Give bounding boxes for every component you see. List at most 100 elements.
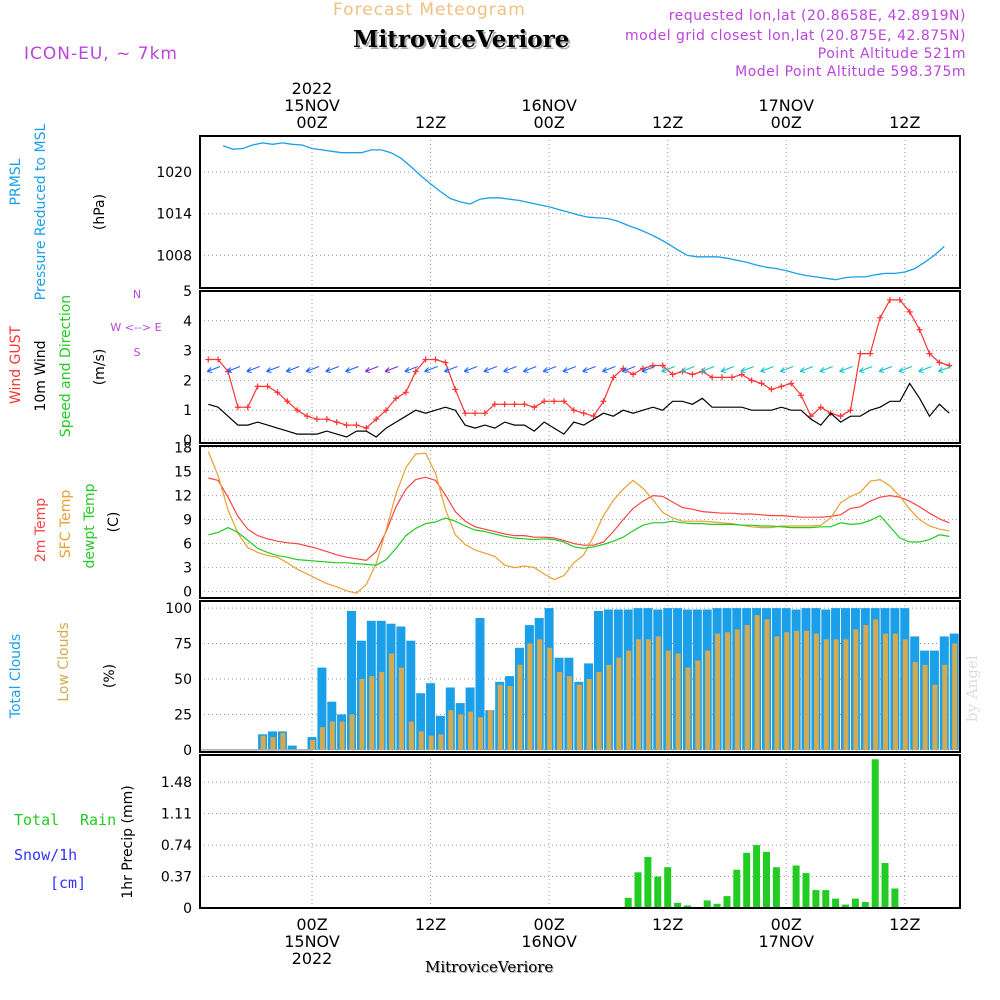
low-clouds-bar: [596, 671, 602, 750]
wind-direction-arrow: [266, 365, 280, 374]
wind-tick-2: 3: [183, 344, 192, 360]
wind-gust-marker: [600, 398, 607, 405]
wind-gust-marker: [610, 374, 617, 381]
wind-gust-marker: [580, 410, 587, 417]
precip-tick-1: 1.11: [161, 807, 192, 823]
wind-gust-marker: [758, 380, 765, 387]
pressure-line: [222, 142, 945, 281]
wind-gust-marker: [412, 368, 419, 375]
low-clouds-bar: [359, 679, 365, 750]
temp-tick-2: 12: [174, 489, 192, 505]
wind-gust-marker: [748, 377, 755, 384]
panel-frame-clouds: [199, 600, 961, 753]
rain-bar: [723, 896, 731, 908]
temp-label-dewpt: dewpt Temp: [82, 483, 98, 568]
top-time-label-0-1: 15NOV: [284, 96, 340, 115]
wind-direction-arrow: [582, 365, 596, 374]
low-clouds-bar: [873, 619, 879, 750]
rain-bar: [832, 898, 840, 908]
low-clouds-bar: [715, 633, 721, 750]
low-clouds-bar: [922, 664, 928, 750]
rain-bar: [802, 873, 810, 908]
precip-unit: 1hr Precip (mm): [120, 785, 136, 898]
wind-gust-marker: [313, 416, 320, 423]
low-clouds-bar: [349, 714, 355, 750]
wind-direction-arrow: [839, 365, 853, 374]
clouds-tick-1: 75: [174, 637, 192, 653]
rain-bar: [861, 902, 869, 908]
low-clouds-bar: [487, 710, 493, 750]
low-clouds-bar: [448, 710, 454, 750]
bottom-time-label-0-0: 00Z: [296, 915, 327, 934]
wind-gust-marker: [452, 386, 459, 393]
wind-gust-marker: [709, 374, 716, 381]
wind-gust-marker: [343, 422, 350, 429]
wind-gust-marker: [481, 410, 488, 417]
wind-direction-arrow: [522, 365, 537, 374]
wind-direction-arrow: [424, 365, 438, 374]
temp-tick-5: 3: [183, 561, 192, 577]
rain-bar: [753, 845, 761, 908]
wind-direction-arrow: [285, 365, 300, 374]
wind-gust-marker: [373, 416, 380, 423]
low-clouds-bar: [280, 732, 286, 750]
top-time-label-3-0: 12Z: [652, 113, 683, 132]
wind-gust-marker: [906, 308, 913, 315]
chart-title: Forecast Meteogram: [333, 0, 526, 20]
wind-gust-marker: [719, 374, 726, 381]
wind-gust-marker: [817, 404, 824, 411]
rain-bar: [812, 890, 820, 908]
temp-tick-1: 15: [174, 465, 192, 481]
low-clouds-bar: [379, 671, 385, 750]
low-clouds-bar: [725, 632, 730, 750]
wind-tick-0: 5: [183, 284, 192, 300]
low-clouds-bar: [912, 662, 918, 750]
wind-tick-5: 0: [183, 433, 192, 449]
wind-gust-marker: [215, 356, 222, 363]
wind-tick-1: 4: [183, 314, 192, 330]
wind-gust-marker: [284, 398, 291, 405]
low-clouds-bar: [428, 735, 434, 750]
wind-direction-arrow: [345, 365, 359, 374]
wind-direction-arrow: [246, 365, 260, 374]
low-clouds-bar: [655, 636, 661, 750]
wind-direction-arrow: [206, 365, 221, 374]
low-clouds-bar: [606, 664, 612, 750]
clouds-tick-4: 0: [183, 743, 192, 759]
wind-label-10m: 10m Wind: [33, 340, 49, 411]
wind-gust-marker: [916, 326, 923, 333]
pressure-label-1: PRMSL: [8, 158, 24, 205]
total-clouds-bar: [317, 667, 327, 750]
low-clouds-bar: [497, 684, 503, 750]
low-clouds-bar: [270, 737, 276, 750]
panel-frame-wind: [199, 290, 961, 444]
total-clouds-bar: [435, 715, 445, 750]
low-clouds-bar: [932, 684, 938, 750]
temp-2m-line: [208, 476, 950, 562]
low-clouds-bar: [804, 630, 809, 750]
precip-tick-4: 0: [183, 901, 192, 917]
wind-gust-marker: [402, 389, 409, 396]
wind-gust-marker: [254, 383, 261, 390]
wind-gust-marker: [896, 296, 903, 303]
low-clouds-bar: [547, 647, 553, 750]
low-clouds-bar: [438, 734, 444, 750]
wind-gust-marker: [798, 392, 805, 399]
temp-tick-0: 18: [174, 441, 192, 457]
wind-direction-arrow: [799, 365, 814, 374]
wind-gust-marker: [531, 404, 538, 411]
rain-bar: [634, 872, 642, 908]
compass-east-west: W <--> E: [110, 321, 161, 334]
clouds-unit: (%): [102, 664, 118, 688]
wind-direction-arrow: [443, 365, 458, 374]
low-clouds-bar: [329, 721, 335, 750]
wind-gust-marker: [788, 380, 795, 387]
low-clouds-bar: [586, 679, 592, 750]
low-clouds-bar: [705, 650, 711, 750]
panel-frame-precip: [199, 754, 961, 909]
low-clouds-bar: [952, 643, 958, 750]
wind-direction-arrow: [621, 365, 636, 374]
wind-direction-arrow: [641, 365, 656, 374]
rain-bar: [772, 867, 780, 908]
